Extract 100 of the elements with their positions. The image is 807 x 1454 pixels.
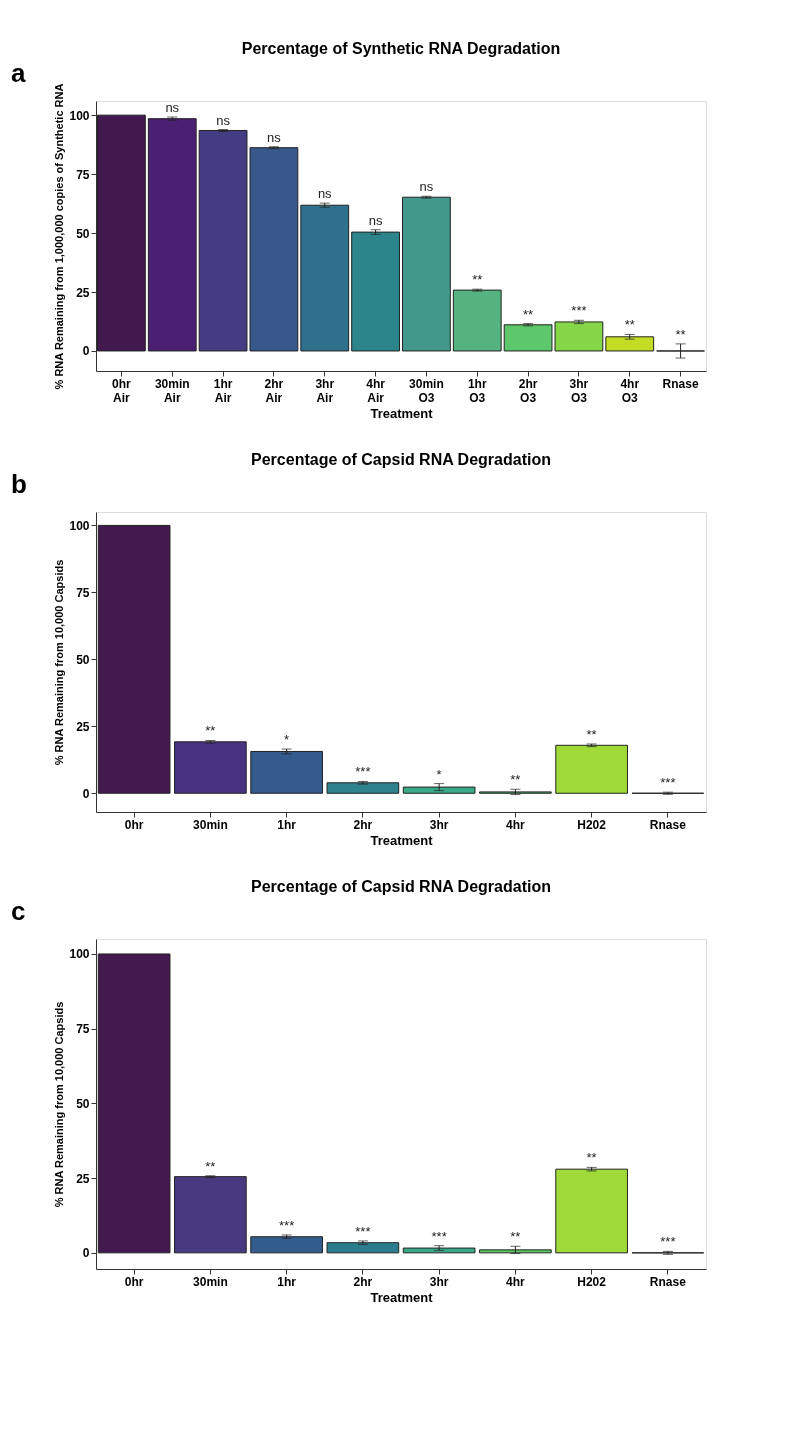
- x-axis-title: Treatment: [370, 405, 434, 421]
- annotation: **: [205, 1158, 216, 1174]
- chart-title: Percentage of Capsid RNA Degradation: [251, 878, 551, 895]
- annotation: *: [284, 732, 290, 748]
- annotation: ***: [355, 764, 371, 780]
- bar: [402, 196, 451, 352]
- annotation: ***: [660, 1234, 676, 1250]
- x-tick-label: H202: [577, 1274, 607, 1289]
- chart-title: Percentage of Synthetic RNA Degradation: [241, 40, 561, 57]
- y-tick-label: 0: [82, 344, 90, 359]
- y-axis-title: % RNA Remaining from 10,000 Capsids: [53, 559, 66, 766]
- y-axis-title: % RNA Remaining from 1,000,000 copies of Synthetic RNA: [53, 83, 66, 390]
- x-tick-label: 4hr: [506, 817, 526, 832]
- bar: [326, 1242, 400, 1254]
- bar: [250, 750, 323, 794]
- bar: [250, 1236, 323, 1254]
- bar: [97, 524, 171, 794]
- bar: [555, 744, 628, 794]
- bar: [555, 1168, 628, 1254]
- x-tick-label: 3hr: [429, 1274, 449, 1289]
- y-tick-label: 0: [82, 786, 90, 801]
- x-tick-label: 1hr O3: [467, 376, 487, 405]
- y-tick-label: 100: [69, 518, 90, 533]
- bar: [147, 118, 197, 352]
- y-tick-label: 75: [76, 585, 90, 600]
- bar: [402, 1247, 476, 1254]
- y-tick-label: 75: [76, 167, 90, 182]
- x-tick-label: 0hr Air: [112, 376, 132, 405]
- annotation: **: [510, 1229, 521, 1245]
- chart-title: Percentage of Capsid RNA Degradation: [251, 451, 551, 468]
- x-tick-label: 30min: [193, 817, 228, 832]
- y-tick-label: 0: [82, 1246, 90, 1261]
- annotation: **: [586, 1150, 597, 1166]
- bar: [326, 782, 400, 794]
- x-tick-label: 4hr: [506, 1274, 526, 1289]
- x-tick-label: 2hr: [353, 1274, 373, 1289]
- x-tick-label: H202: [577, 817, 607, 832]
- bar: [174, 1176, 247, 1254]
- annotation: ***: [279, 1217, 295, 1233]
- y-tick-label: 25: [76, 285, 90, 300]
- bar: [97, 953, 171, 1254]
- x-tick-label: 3hr O3: [569, 376, 589, 405]
- x-tick-label: 1hr: [277, 817, 297, 832]
- x-tick-label: 2hr O3: [518, 376, 538, 405]
- x-tick-label: 2hr Air: [264, 376, 284, 405]
- annotation: ns: [165, 100, 180, 116]
- bar: [605, 336, 655, 352]
- x-axis-title: Treatment: [370, 832, 434, 848]
- x-tick-label: 3hr Air: [315, 376, 335, 405]
- x-tick-label: 2hr: [353, 817, 373, 832]
- x-tick-label: 4hr O3: [620, 376, 640, 405]
- annotation: **: [205, 723, 216, 739]
- y-tick-label: 75: [76, 1022, 90, 1037]
- x-tick-label: Rnase: [649, 1274, 687, 1289]
- y-tick-label: 100: [69, 947, 90, 962]
- bar: [479, 1249, 552, 1254]
- annotation: **: [472, 272, 483, 288]
- annotation: **: [675, 326, 686, 342]
- annotation: ***: [431, 1228, 447, 1244]
- annotation: **: [523, 306, 534, 322]
- x-axis-title: Treatment: [370, 1289, 434, 1305]
- y-tick-label: 50: [76, 226, 90, 241]
- y-tick-label: 25: [76, 1171, 90, 1186]
- bar: [174, 741, 247, 794]
- bar: [97, 114, 146, 352]
- x-tick-label: 3hr: [429, 817, 449, 832]
- text: a: [11, 58, 26, 88]
- x-tick-label: 30min Air: [154, 376, 190, 405]
- bar: [300, 204, 350, 352]
- y-tick-label: 25: [76, 719, 90, 734]
- x-tick-label: 0hr: [124, 1274, 144, 1289]
- x-tick-label: 0hr: [124, 817, 144, 832]
- annotation: ns: [317, 186, 333, 202]
- annotation: ns: [368, 212, 383, 228]
- x-tick-label: 1hr: [277, 1274, 297, 1289]
- annotation: ***: [355, 1223, 371, 1239]
- annotation: ns: [419, 179, 434, 195]
- y-tick-label: 50: [76, 652, 90, 667]
- annotation: ns: [216, 112, 231, 128]
- x-tick-label: Rnase: [662, 376, 699, 391]
- bar: [402, 786, 476, 794]
- x-tick-label: 30min: [193, 1274, 228, 1289]
- annotation: **: [624, 317, 635, 333]
- text: c: [11, 896, 26, 926]
- bar: [351, 231, 400, 352]
- x-tick-label: 30min O3: [409, 376, 444, 405]
- bar: [452, 289, 502, 352]
- x-tick-label: Rnase: [649, 817, 687, 832]
- annotation: ***: [660, 775, 676, 791]
- annotation: **: [586, 726, 597, 742]
- y-tick-label: 50: [76, 1096, 90, 1111]
- y-tick-label: 100: [69, 108, 90, 123]
- y-axis-title: % RNA Remaining from 10,000 Capsids: [53, 1001, 66, 1208]
- x-tick-label: 4hr Air: [366, 376, 386, 405]
- annotation: *: [436, 766, 442, 782]
- x-tick-label: 1hr Air: [213, 376, 233, 405]
- text: b: [11, 469, 27, 499]
- annotation: **: [510, 772, 521, 788]
- annotation: ***: [571, 303, 587, 319]
- annotation: ns: [267, 129, 282, 145]
